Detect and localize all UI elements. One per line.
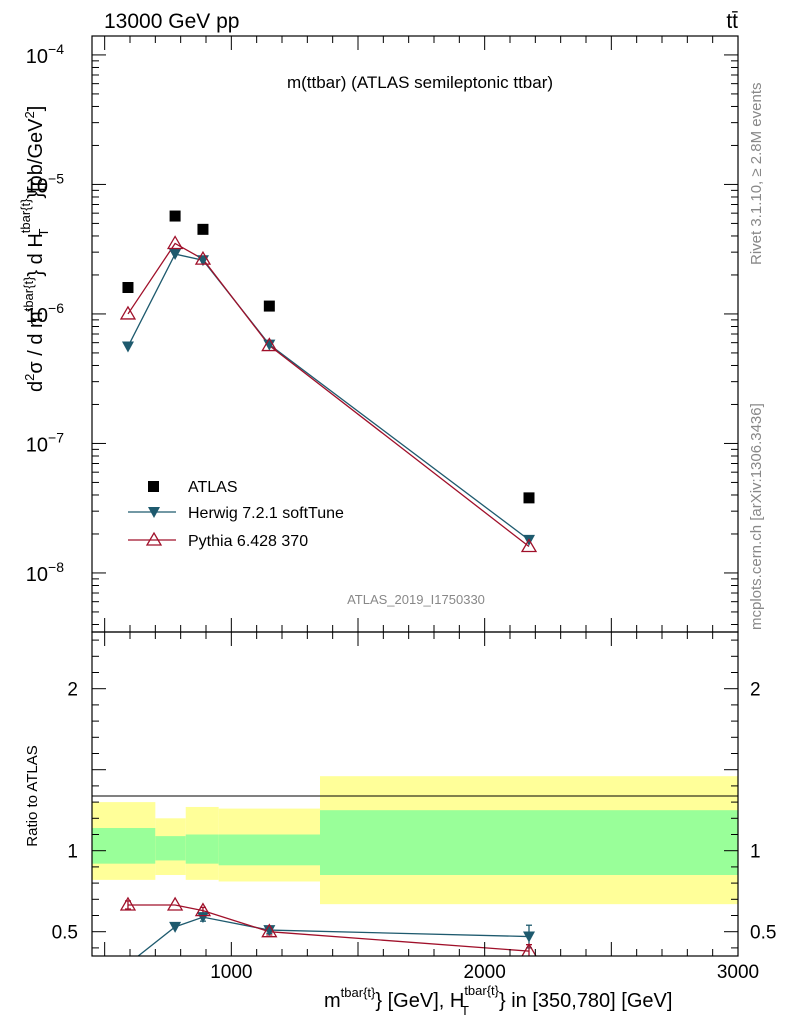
atlas-point — [169, 210, 181, 222]
ratio-band-inner — [155, 836, 186, 861]
herwig-ratio-point — [263, 925, 276, 937]
rivet-label: Rivet 3.1.10, ≥ 2.8M events — [748, 83, 765, 266]
x-tick-label: 2000 — [464, 962, 506, 983]
herwig-point — [121, 341, 134, 353]
main-y-tick-label: 10−8 — [26, 559, 64, 586]
ratio-band-inner — [320, 810, 738, 875]
ratio-series-clipped — [119, 896, 537, 956]
ratio-y-tick-label: 2 — [67, 680, 78, 701]
ratio-frame — [91, 631, 739, 957]
pythia-ratio-line — [127, 904, 530, 952]
pythia-ratio-point — [521, 942, 537, 956]
main-y-tick-label: 10−6 — [26, 300, 64, 327]
ratio-y-axis-label: Ratio to ATLAS — [24, 745, 41, 846]
x-axis-label: mtbar{t}} [GeV], Htbar{t} T} in [350,780]… — [324, 983, 672, 1018]
pythia-line — [127, 242, 530, 548]
pythia-ratio-point — [194, 902, 212, 917]
herwig-point — [169, 249, 182, 261]
legend-herwig-label: Herwig 7.2.1 softTune — [188, 505, 344, 522]
herwig-ratio-point — [196, 912, 209, 924]
legend-atlas-label: ATLAS — [188, 479, 238, 496]
ratio-tick-labels: 0.5 0.5 1 1 2 2 1000 2000 3000 — [52, 680, 777, 983]
pythia-point — [166, 235, 184, 250]
pythia-ratio-point — [119, 896, 137, 911]
main-y-tick-label: 10−4 — [26, 41, 64, 68]
pythia-point — [194, 250, 212, 265]
ratio-y-tick-label: 0.5 — [52, 923, 78, 944]
herwig-ratio-point — [523, 931, 535, 943]
mcplots-label: mcplots.cern.ch [arXiv:1306.3436] — [748, 403, 765, 630]
herwig-ratio-line — [137, 916, 530, 956]
ratio-series — [119, 896, 537, 956]
pythia-point — [520, 538, 538, 553]
chart-title: m(ttbar) (ATLAS semileptonic ttbar) — [287, 73, 553, 92]
atlas-point — [197, 223, 209, 235]
ratio-band-inner — [92, 828, 156, 864]
legend-herwig-marker — [148, 507, 160, 518]
process-label: tt̄ — [726, 10, 738, 33]
ratio-y-tick-label-right: 0.5 — [750, 923, 776, 944]
main-y-tick-label: 10−7 — [26, 429, 64, 456]
watermark: ATLAS_2019_I1750330 — [347, 592, 485, 607]
main-y-tick-label: 10−5 — [26, 170, 64, 197]
legend: ATLAS Herwig 7.2.1 softTune Pythia 6.428… — [128, 479, 344, 550]
herwig-point — [263, 339, 276, 351]
main-axis-ticks — [92, 36, 739, 632]
legend-pythia-marker — [145, 531, 163, 546]
atlas-point — [523, 492, 535, 504]
ratio-y-tick-label: 1 — [67, 842, 78, 863]
ratio-y-tick-label-right: 2 — [750, 680, 761, 701]
main-panel: 10−8 10−7 10−6 10−5 10−4 m(ttbar) (ATLAS sem… — [18, 35, 739, 633]
svg-text:mtbar{t}} [GeV], Htbar{t}T} in: mtbar{t}} [GeV], Htbar{t} T} in [350,780]… — [324, 983, 672, 1018]
ratio-y-tick-label-right: 1 — [750, 842, 761, 863]
main-y-axis-label: d2σ / d mtbar{t}} d Htbar{t} T}[pb/GeV2] — [18, 106, 51, 392]
ratio-bands — [92, 776, 738, 905]
pythia-ratio-point — [261, 923, 278, 938]
atlas-point — [122, 282, 134, 294]
x-tick-label: 3000 — [717, 962, 759, 983]
ratio-panel: 0.5 0.5 1 1 2 2 1000 2000 3000 Ratio to ATLAS mt… — [24, 631, 777, 1018]
legend-pythia-label: Pythia 6.428 370 — [188, 533, 308, 550]
pythia-ratio-point — [166, 896, 184, 911]
atlas-point — [263, 300, 275, 312]
ratio-band-inner — [185, 834, 219, 864]
pythia-point — [261, 337, 278, 352]
main-series — [119, 210, 538, 553]
legend-atlas-marker — [148, 481, 159, 492]
pythia-point — [119, 305, 137, 320]
x-tick-label: 1000 — [210, 962, 252, 983]
ratio-band-inner — [218, 834, 320, 866]
svg-text:d2σ / d mtbar{t}} d Htbar{t}T}: d2σ / d mtbar{t}} d Htbar{t} T}[pb/GeV2] — [18, 106, 51, 392]
main-y-tick-labels: 10−8 10−7 10−6 10−5 10−4 — [26, 41, 64, 586]
herwig-ratio-point — [169, 921, 182, 933]
herwig-line — [127, 253, 530, 541]
ratio-axis-ticks — [92, 632, 739, 956]
energy-label: 13000 GeV pp — [104, 10, 239, 33]
